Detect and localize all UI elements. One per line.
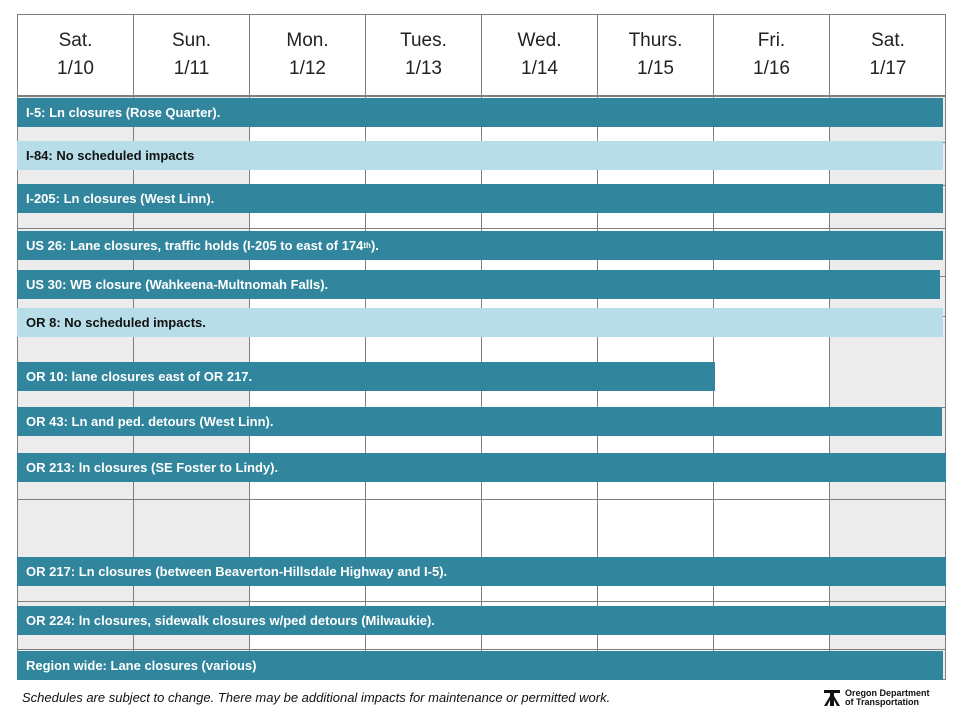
day-column: Tues. 1/13 [366,15,482,679]
day-header: Sat. 1/10 [18,15,133,97]
impact-bar-us26: US 26: Lane closures, traffic holds (I-2… [17,231,943,260]
day-date: 1/12 [289,58,326,79]
day-date: 1/14 [521,58,558,79]
day-header: Fri. 1/16 [714,15,829,97]
impact-bar-region: Region wide: Lane closures (various) [17,651,943,680]
day-header: Sat. 1/17 [830,15,946,97]
impact-bar-or213: OR 213: ln closures (SE Foster to Lindy)… [17,453,946,482]
impact-label: I-205: Ln closures (West Linn). [26,191,215,206]
impact-label: OR 43: Ln and ped. detours (West Linn). [26,414,274,429]
day-header: Thurs. 1/15 [598,15,713,97]
impact-bar-i205: I-205: Ln closures (West Linn). [17,184,943,213]
day-header: Sun. 1/11 [134,15,249,97]
impact-label: OR 224: ln closures, sidewalk closures w… [26,613,435,628]
day-header: Mon. 1/12 [250,15,365,97]
logo-text: Oregon Department of Transportation [845,689,930,707]
row-divider [18,499,945,500]
row-divider [18,228,945,229]
logo-line-1: Oregon Department [845,688,930,698]
impact-label: OR 10: lane closures east of OR 217. [26,369,253,384]
impact-bar-or217: OR 217: Ln closures (between Beaverton-H… [17,557,946,586]
row-divider [18,649,945,650]
day-name: Fri. [757,30,786,51]
logo-line-2: of Transportation [845,697,919,707]
footer-note: Schedules are subject to change. There m… [22,690,611,705]
day-column: Thurs. 1/15 [598,15,714,679]
day-column: Fri. 1/16 [714,15,830,679]
day-name: Sun. [171,30,212,51]
impact-bar-us30: US 30: WB closure (Wahkeena-Multnomah Fa… [17,270,940,299]
impact-label: I-5: Ln closures (Rose Quarter). [26,105,221,120]
day-date: 1/15 [637,58,674,79]
day-date: 1/17 [869,58,907,79]
day-date: 1/13 [405,58,442,79]
odot-logo: Oregon Department of Transportation [822,688,930,708]
day-date: 1/10 [57,58,94,79]
impact-label: US 26: Lane closures, traffic holds (I-2… [26,238,364,253]
day-date: 1/11 [173,58,210,79]
impact-label: OR 8: No scheduled impacts. [26,315,206,330]
day-date: 1/16 [753,58,790,79]
day-header: Wed. 1/14 [482,15,597,97]
row-divider [18,601,945,602]
impact-bar-or8: OR 8: No scheduled impacts. [17,308,943,337]
impact-label: US 30: WB closure (Wahkeena-Multnomah Fa… [26,277,329,292]
impact-bar-or10: OR 10: lane closures east of OR 217. [17,362,715,391]
impact-bar-or43: OR 43: Ln and ped. detours (West Linn). [17,407,942,436]
day-column: Sat. 1/10 [18,15,134,679]
day-name: Thurs. [628,30,683,51]
odot-mark-icon [824,690,840,706]
day-column: Mon. 1/12 [250,15,366,679]
day-name: Sat. [58,30,93,51]
impact-label: OR 217: Ln closures (between Beaverton-H… [26,564,448,579]
impact-bar-i84: I-84: No scheduled impacts [17,141,943,170]
day-column: Sat. 1/17 [830,15,946,679]
day-name: Tues. [400,30,447,51]
day-name: Sat. [871,30,905,51]
impact-label-tail: ). [370,238,379,253]
impact-label: Region wide: Lane closures (various) [26,658,257,673]
day-column: Wed. 1/14 [482,15,598,679]
day-name: Mon. [286,30,329,51]
impact-bar-or224: OR 224: ln closures, sidewalk closures w… [17,606,946,635]
impact-bar-i5: I-5: Ln closures (Rose Quarter). [17,98,943,127]
day-header: Tues. 1/13 [366,15,481,97]
day-column: Sun. 1/11 [134,15,250,679]
day-name: Wed. [517,30,562,51]
impact-label: I-84: No scheduled impacts [26,148,195,163]
impact-label: OR 213: ln closures (SE Foster to Lindy)… [26,460,279,475]
